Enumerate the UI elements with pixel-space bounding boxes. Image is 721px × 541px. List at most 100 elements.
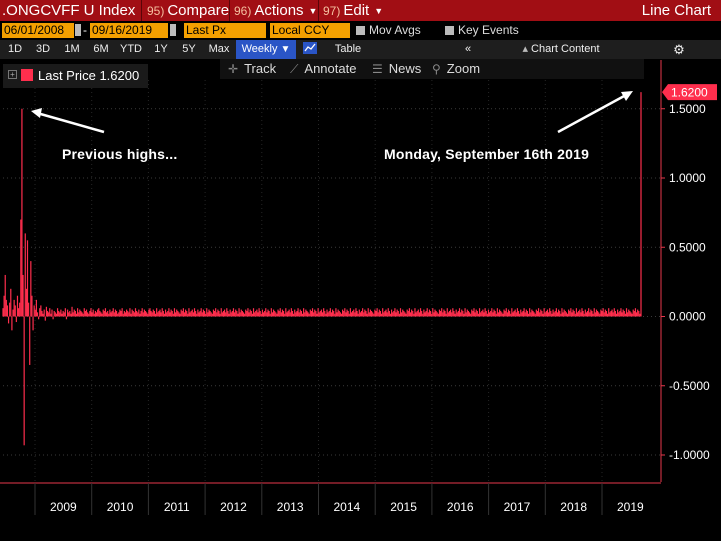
period-3d[interactable]: 3D [35,43,51,55]
chart-bar [611,309,613,317]
chart-bar [143,309,146,317]
chart-bar [258,308,260,317]
chart-bar [40,305,42,317]
chart-bar [570,308,572,317]
chart-bar [315,310,317,317]
crosshair-icon: ✛ [228,62,239,76]
chart-bar [544,312,546,317]
chart-bar [209,310,211,317]
calendar-icon[interactable] [75,24,81,36]
chart-bar [457,310,459,317]
chart-bar [93,313,95,317]
legend-text: Last Price 1.6200 [38,68,139,83]
x-tick-label: 2011 [164,500,190,514]
calendar-icon[interactable] [170,24,176,36]
chart-bar [340,313,343,317]
zoom-tool[interactable]: ⚲ Zoom [432,59,480,79]
chart-bar [2,308,4,317]
legend[interactable]: + Last Price 1.6200 [3,64,148,88]
chart-bar [206,308,208,317]
period-max[interactable]: Max [208,43,230,55]
chart-bar [71,306,73,317]
key-events-checkbox[interactable] [445,26,454,35]
line-chart-button[interactable] [300,40,320,59]
price-field-select[interactable]: Last Px [184,23,266,38]
expand-icon[interactable]: + [8,70,17,79]
currency-select[interactable]: Local CCY [270,23,350,38]
compare-menu[interactable]: 95) Compare [147,0,229,21]
chart-bar [581,308,583,317]
start-date-field[interactable]: 06/01/2008 [2,23,74,38]
chart-bar [48,312,50,317]
chart-bar [296,310,298,317]
chart-bar [180,309,182,317]
table-button[interactable]: Table [334,43,362,55]
chart-bar [127,310,129,317]
chart-bar [574,313,576,317]
chart-bar [386,312,388,317]
y-tick-label: 1.5000 [669,102,706,116]
chart-bar [589,312,591,317]
collapse-icon[interactable]: « [464,43,472,55]
chart-bar [75,313,78,317]
chart-bar [389,313,392,317]
ticker-label[interactable]: .ONGCVFF U Index [2,2,136,19]
chart-bar [114,309,117,317]
annotate-tool[interactable]: ⟋ Annotate [290,59,356,79]
chart-bar [228,313,230,317]
frequency-select[interactable]: Weekly ▼ [236,40,296,59]
x-tick-label: 2019 [617,500,644,514]
period-6m[interactable]: 6M [93,43,109,55]
chart-bar [197,309,199,317]
chart-bar [507,309,510,317]
chart-bar [35,299,38,317]
chart-bar [488,312,491,317]
chart-bar [123,310,125,317]
chevron-down-icon: ▼ [374,6,384,16]
chart-bar [402,309,404,317]
track-tool[interactable]: ✛ Track [228,59,276,79]
chart-bar [578,310,580,317]
chart-bar [439,310,442,317]
actions-menu[interactable]: 96) Actions ▼ [234,0,317,21]
chart-bar [621,312,623,317]
chart-bar [118,312,120,317]
chart-bar [628,309,630,317]
period-5y[interactable]: 5Y [182,43,196,55]
chart-bar [324,310,326,317]
chart-bar [304,312,306,317]
chart-bar [565,312,567,317]
chart-bar [124,312,127,317]
chart-bar [260,313,262,317]
chart-bar [297,308,299,317]
chart-bar [406,309,408,317]
chart-bar [461,309,463,317]
period-1y[interactable]: 1Y [154,43,168,55]
chart-bar [261,309,264,317]
chart-bar [526,310,529,317]
chart-bar [403,310,405,317]
end-date-field[interactable]: 09/16/2019 [90,23,168,38]
chart-bar [598,312,600,317]
chart-bar [377,312,379,317]
news-tool[interactable]: ☰ News [372,59,421,79]
edit-menu[interactable]: 97) Edit ▼ [323,0,383,21]
chart-bar [7,316,10,324]
chart-bar [388,310,390,317]
period-1m[interactable]: 1M [64,43,80,55]
chart-bar [264,310,266,317]
chart-bar [233,312,236,317]
chart-bar [394,308,396,317]
chart-bar [594,312,596,317]
period-ytd[interactable]: YTD [120,43,142,55]
chart-bar [634,308,637,317]
mov-avgs-checkbox[interactable] [356,26,365,35]
period-1d[interactable]: 1D [7,43,23,55]
chart-bar [560,313,562,317]
chart-bar [64,308,66,317]
chart-bar [275,312,277,317]
chart-bar [119,309,121,317]
chart-content-button[interactable]: ▴ Chart Content [516,40,606,59]
gear-icon[interactable]: ⚙ [673,42,685,57]
period-toolbar: 1D 3D 1M 6M YTD 1Y 5Y Max Weekly ▼ Table… [0,40,721,59]
